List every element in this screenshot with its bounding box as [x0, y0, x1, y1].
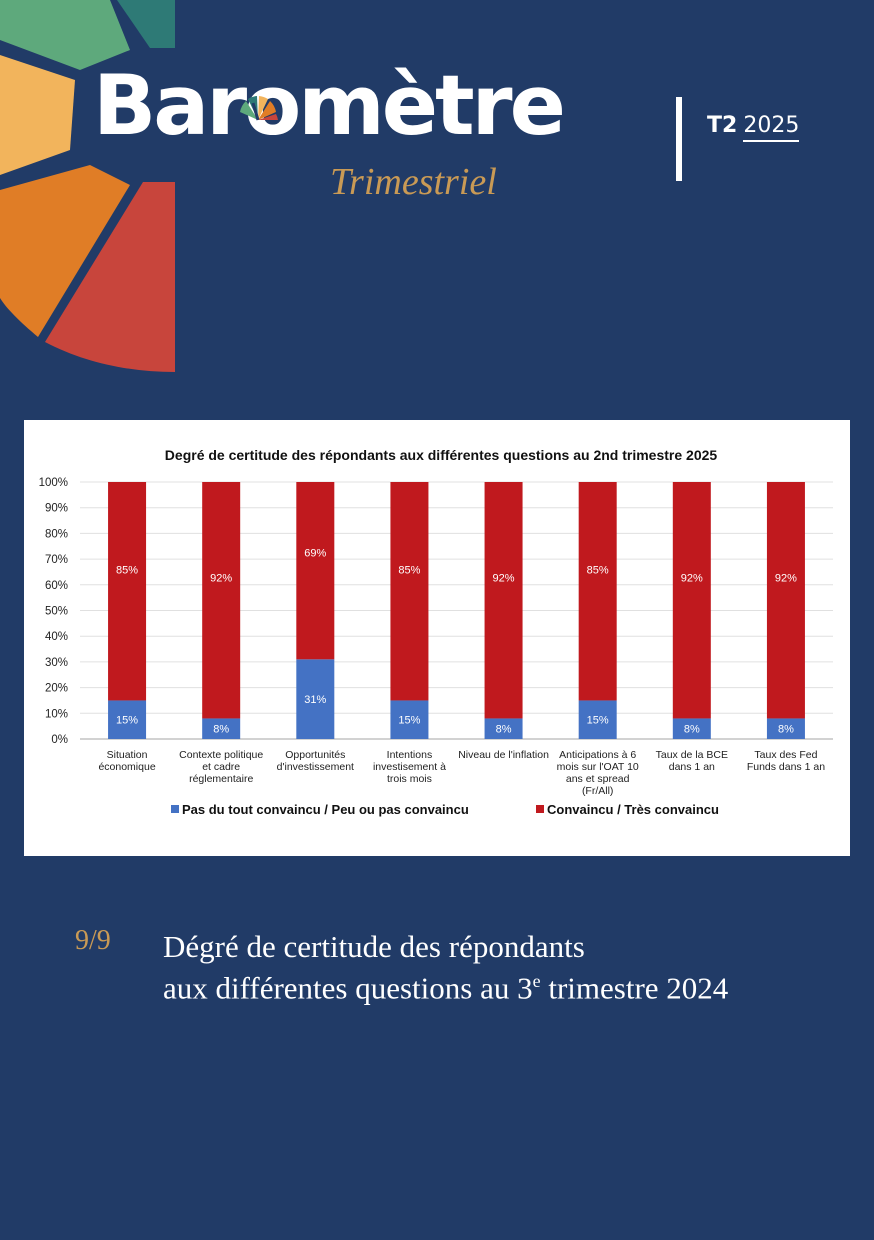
data-label: 85% — [398, 565, 420, 577]
y-tick-label: 30% — [45, 657, 68, 669]
section-title-line2: aux différentes questions au 3e trimestr… — [163, 964, 843, 1005]
petal-orange — [0, 165, 130, 337]
x-tick-label: Anticipations à 6 — [559, 749, 636, 761]
bar-segment-low — [202, 718, 241, 739]
page-number: 9/9 — [75, 925, 111, 956]
data-label: 8% — [496, 724, 512, 736]
legend-label: Pas du tout convaincu / Peu ou pas conva… — [182, 802, 469, 817]
brand-title: Baromètre — [93, 57, 566, 154]
x-tick-label: Taux des Fed — [754, 749, 817, 761]
y-tick-label: 100% — [39, 477, 68, 489]
y-tick-label: 40% — [45, 631, 68, 643]
x-tick-label: mois sur l'OAT 10 — [557, 761, 639, 773]
y-tick-label: 60% — [45, 580, 68, 592]
y-tick-label: 50% — [45, 606, 68, 618]
bar-segment-low — [484, 718, 523, 739]
y-tick-label: 80% — [45, 528, 68, 540]
bar-segment-high — [202, 482, 241, 719]
data-label: 15% — [116, 715, 138, 727]
bar-segment-high — [578, 482, 617, 701]
x-tick-label: Intentions — [387, 749, 433, 761]
x-tick-label: Situation — [107, 749, 148, 761]
chart-card: Degré de certitude des répondants aux di… — [24, 420, 850, 856]
data-label: 92% — [775, 572, 797, 584]
data-label: 69% — [304, 547, 326, 559]
stacked-bar-chart: Degré de certitude des répondants aux di… — [39, 447, 833, 817]
bar-segment-low — [578, 700, 617, 739]
gauge-icon — [240, 96, 278, 121]
data-label: 92% — [493, 572, 515, 584]
x-tick-label: Funds dans 1 an — [747, 761, 825, 773]
legend-item: Pas du tout convaincu / Peu ou pas conva… — [171, 802, 469, 817]
x-tick-label: Taux de la BCE — [656, 749, 728, 761]
y-tick-label: 70% — [45, 554, 68, 566]
x-tick-label: Contexte politique — [179, 749, 263, 761]
bar-segment-low — [672, 718, 711, 739]
quarter-label: T2 — [707, 113, 738, 138]
brand-subtitle: Trimestriel — [330, 161, 497, 203]
data-label: 15% — [398, 715, 420, 727]
petal-red — [45, 182, 175, 372]
legend-item: Convaincu / Très convaincu — [536, 802, 719, 817]
section-title-line2-pre: aux différentes questions au 3 — [163, 970, 533, 1006]
data-label: 15% — [587, 715, 609, 727]
section-title-line1: Dégré de certitude des répondants — [163, 929, 585, 964]
x-tick-label: (Fr/All) — [582, 785, 614, 797]
petal-teal — [117, 0, 175, 48]
bar-segment-high — [672, 482, 711, 719]
data-label: 92% — [210, 572, 232, 584]
data-label: 8% — [213, 724, 229, 736]
section-title-sup: e — [532, 971, 541, 991]
legend-swatch — [536, 805, 544, 813]
y-tick-label: 0% — [51, 734, 68, 746]
bar-segment-low — [296, 659, 335, 739]
data-label: 31% — [304, 694, 326, 706]
bar-segment-high — [484, 482, 523, 719]
x-tick-label: économique — [98, 761, 155, 773]
x-tick-label: d'investissement — [277, 761, 354, 773]
y-tick-label: 90% — [45, 503, 68, 515]
section-title: Dégré de certitude des répondants aux di… — [163, 930, 843, 1005]
x-tick-label: dans 1 an — [669, 761, 715, 773]
data-label: 8% — [778, 724, 794, 736]
quarter-indicator: T2 2025 — [707, 113, 800, 142]
year-label: 2025 — [743, 113, 800, 142]
legend-label: Convaincu / Très convaincu — [547, 802, 719, 817]
petal-yellow — [0, 55, 75, 175]
data-label: 85% — [587, 565, 609, 577]
data-label: 8% — [684, 724, 700, 736]
bar-segment-low — [108, 700, 147, 739]
chart-title: Degré de certitude des répondants aux di… — [165, 447, 718, 463]
x-tick-label: Opportunités — [285, 749, 345, 761]
legend-swatch — [171, 805, 179, 813]
bar-segment-high — [766, 482, 805, 719]
x-tick-label: investisement à — [373, 761, 446, 773]
x-tick-label: Niveau de l'inflation — [458, 749, 549, 761]
x-tick-label: réglementaire — [189, 773, 253, 785]
data-label: 92% — [681, 572, 703, 584]
petal-green — [0, 0, 130, 70]
x-tick-label: ans et spread — [566, 773, 630, 785]
section-title-line2-post: trimestre 2024 — [540, 970, 729, 1006]
bar-segment-low — [766, 718, 805, 739]
data-label: 85% — [116, 565, 138, 577]
y-tick-label: 10% — [45, 708, 68, 720]
logo-petals — [0, 0, 175, 372]
bar-segment-high — [296, 482, 335, 660]
bar-segment-high — [390, 482, 429, 701]
bar-segment-low — [390, 700, 429, 739]
x-tick-label: trois mois — [387, 773, 432, 785]
x-tick-label: et cadre — [202, 761, 240, 773]
bar-segment-high — [108, 482, 147, 701]
header-divider — [676, 97, 682, 181]
y-tick-label: 20% — [45, 683, 68, 695]
